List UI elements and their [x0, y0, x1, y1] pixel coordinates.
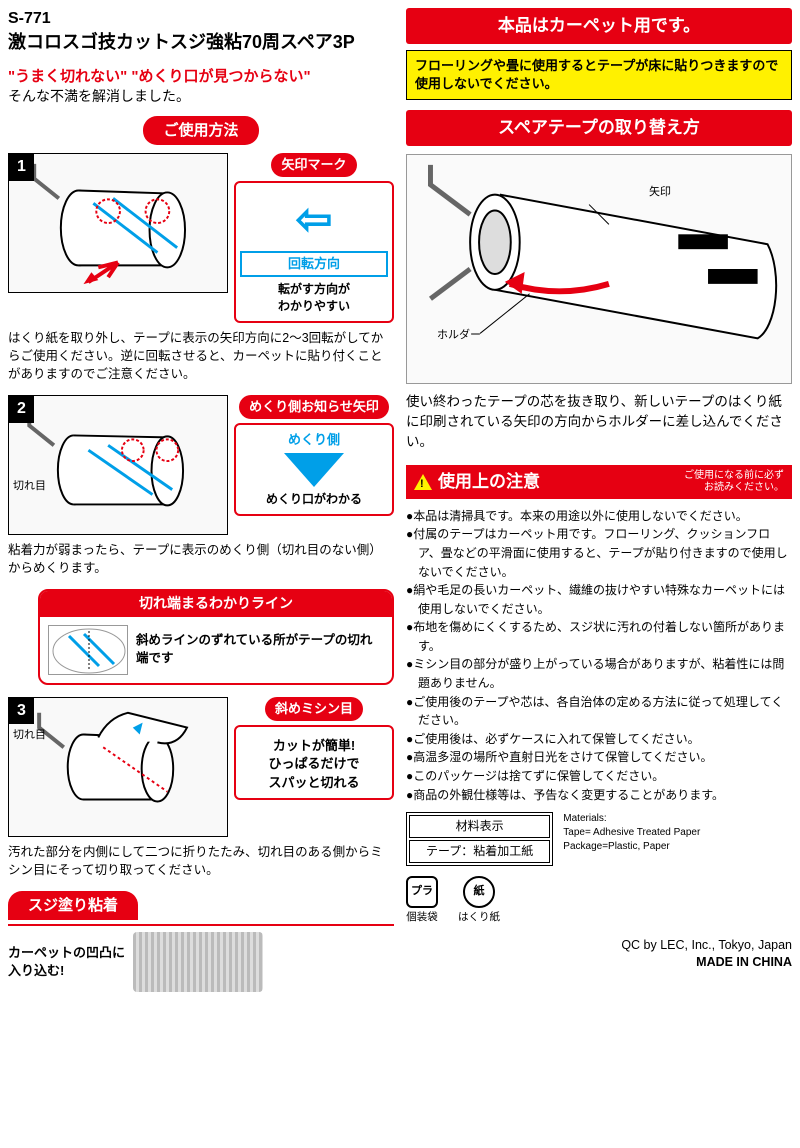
caution-item: ●付属のテープはカーペット用です。フローリング、クッションフロア、畳などの平滑面… [406, 525, 792, 581]
product-name: 激コロスゴ技カットスジ強粘70周スペア3P [8, 30, 394, 55]
paper-recycle-icon: 紙 [463, 876, 495, 908]
replacement-banner: スペアテープの取り替え方 [406, 110, 792, 146]
caution-item: ●ご使用後は、必ずケースに入れて保管してください。 [406, 730, 792, 749]
warning-triangle-icon [414, 474, 432, 490]
step-1-desc: はくり紙を取り外し、テープに表示の矢印方向に2～3回転がしてからご使用ください。… [8, 329, 394, 383]
step-2-desc: 粘着力が弱まったら、テープに表示のめくり側（切れ目のない側）からめくります。 [8, 541, 394, 577]
step-1-inner-label: 回転方向 [240, 251, 388, 277]
footer-made-in: MADE IN CHINA [406, 954, 792, 972]
spare-desc: 使い終わったテープの芯を抜き取り、新しいテープのはくり紙に印刷されている矢印の方… [406, 392, 792, 453]
intro-box: "うまく切れない" "めくり口が見つからない" そんな不満を解消しました。 [8, 66, 394, 107]
step-2-inner-label: めくり側 [240, 431, 388, 449]
caution-item: ●絹や毛足の長いカーペット、繊維の抜けやすい特殊なカーペットには使用しないでくだ… [406, 581, 792, 618]
recycle-paper-label: はくり紙 [458, 910, 500, 925]
caution-sub: ご使用になる前に必ず お読みください。 [684, 470, 784, 494]
rotation-arrow-icon: ⇦ [240, 189, 388, 251]
cutline-box: 切れ端まるわかりライン 斜めラインのずれている所がテープの切れ端です [38, 589, 394, 685]
product-code: S-771 [8, 8, 394, 30]
caution-banner: 使用上の注意 ご使用になる前に必ず お読みください。 [406, 465, 792, 499]
material-body: テープ：粘着加工紙 [409, 840, 550, 863]
yellow-warning: フローリングや畳に使用するとテープが床に貼りつきますので使用しないでください。 [406, 50, 792, 100]
step-3-desc: 汚れた部分を内側にして二つに折りたたみ、切れ目のある側からミシン目にそって切り取… [8, 843, 394, 879]
step-2-callout-box: めくり側 めくり口がわかる [234, 423, 394, 516]
material-table: 材料表示 テープ：粘着加工紙 [406, 812, 553, 866]
bottom-pill: スジ塗り粘着 [8, 891, 138, 920]
footer-company: QC by LEC, Inc., Tokyo, Japan [406, 937, 792, 955]
step-3-callout-box: カットが簡単! ひっぱるだけで スパッと切れる [234, 725, 394, 800]
step-1-number: 1 [9, 154, 34, 180]
step-2-callout-title: めくり側お知らせ矢印 [239, 395, 389, 419]
peel-side-triangle-icon [284, 453, 344, 487]
roller-icon [9, 154, 227, 292]
cutline-icon [49, 626, 129, 676]
carpet-only-banner: 本品はカーペット用です。 [406, 8, 792, 44]
step-2-callout: めくり側お知らせ矢印 めくり側 めくり口がわかる [234, 395, 394, 535]
step-3-callout-title: 斜めミシン目 [265, 697, 363, 721]
material-header: 材料表示 [409, 815, 550, 838]
cutline-graphic [48, 625, 128, 675]
step-1-callout: 矢印マーク ⇦ 回転方向 転がす方向が わかりやすい [234, 153, 394, 323]
diagram-arrow-label: 矢印 [649, 185, 671, 200]
caution-list: ●本品は清掃具です。本来の用途以外に使用しないでください。 ●付属のテープはカー… [406, 507, 792, 805]
bottom-feature-text: カーペットの凹凸に 入り込む! [8, 944, 125, 980]
step-1: 1 矢印マーク [8, 153, 394, 383]
step-1-callout-title: 矢印マーク [271, 153, 356, 177]
intro-line1: "うまく切れない" "めくり口が見つからない" [8, 66, 394, 87]
plastic-recycle-icon: プラ [406, 876, 438, 908]
step-2-callout-sub: めくり口がわかる [240, 491, 388, 508]
page: S-771 激コロスゴ技カットスジ強粘70周スペア3P "うまく切れない" "め… [0, 0, 800, 1000]
material-en: Materials: Tape= Adhesive Treated Paper … [563, 812, 700, 854]
intro-line2: そんな不満を解消しました。 [8, 87, 394, 107]
material-row: 材料表示 テープ：粘着加工紙 Materials: Tape= Adhesive… [406, 812, 792, 866]
recycle-plastic: プラ 個装袋 [406, 876, 438, 925]
step-3-callout: 斜めミシン目 カットが簡単! ひっぱるだけで スパッと切れる [234, 697, 394, 837]
spare-roller-icon [407, 155, 791, 383]
roller-icon [9, 698, 227, 836]
footer: QC by LEC, Inc., Tokyo, Japan MADE IN CH… [406, 937, 792, 972]
caution-item: ●ご使用後のテープや芯は、各自治体の定める方法に従って処理してください。 [406, 693, 792, 730]
right-column: 本品はカーペット用です。 フローリングや畳に使用するとテープが床に貼りつきますの… [406, 8, 792, 992]
caution-item: ●本品は清掃具です。本来の用途以外に使用しないでください。 [406, 507, 792, 526]
step-2-diagram: 2 切れ目 [8, 395, 228, 535]
step-3-number: 3 [9, 698, 34, 724]
step-1-diagram: 1 [8, 153, 228, 293]
step-3-callout-sub: カットが簡単! ひっぱるだけで スパッと切れる [240, 737, 388, 792]
caution-item: ●ミシン目の部分が盛り上がっている場合がありますが、粘着性には問題ありません。 [406, 655, 792, 692]
step-3-diagram: 3 切れ目 [8, 697, 228, 837]
recycle-plastic-label: 個装袋 [406, 910, 438, 925]
usage-heading-wrap: ご使用方法 [8, 116, 394, 145]
bottom-feature: スジ塗り粘着 カーペットの凹凸に 入り込む! [8, 891, 394, 992]
cutline-text: 斜めラインのずれている所がテープの切れ端です [136, 632, 384, 667]
left-column: S-771 激コロスゴ技カットスジ強粘70周スペア3P "うまく切れない" "め… [8, 8, 394, 992]
diagram-holder-label: ホルダー [437, 328, 481, 343]
caution-item: ●商品の外観仕様等は、予告なく変更することがあります。 [406, 786, 792, 805]
step-3-edge-label: 切れ目 [13, 728, 46, 743]
step-1-callout-box: ⇦ 回転方向 転がす方向が わかりやすい [234, 181, 394, 322]
roller-icon [9, 396, 227, 534]
caution-item: ●布地を傷めにくくするため、スジ状に汚れの付着しない箇所があります。 [406, 618, 792, 655]
usage-heading: ご使用方法 [143, 116, 258, 145]
spare-diagram: 矢印 ホルダー [406, 154, 792, 384]
recycle-row: プラ 個装袋 紙 はくり紙 [406, 876, 792, 925]
caution-item: ●このパッケージは捨てずに保管してください。 [406, 767, 792, 786]
carpet-texture-icon [133, 932, 263, 992]
step-3: 3 切れ目 斜めミシン目 カットが簡単! ひっぱるだ [8, 697, 394, 879]
step-1-callout-sub: 転がす方向が わかりやすい [240, 281, 388, 315]
recycle-paper: 紙 はくり紙 [458, 876, 500, 925]
step-2-edge-label: 切れ目 [13, 479, 46, 494]
caution-item: ●高温多湿の場所や直射日光をさけて保管してください。 [406, 748, 792, 767]
step-2: 2 切れ目 めくり側お知らせ矢印 [8, 395, 394, 577]
caution-title: 使用上の注意 [438, 470, 540, 494]
cutline-title: 切れ端まるわかりライン [40, 591, 392, 617]
step-2-number: 2 [9, 396, 34, 422]
